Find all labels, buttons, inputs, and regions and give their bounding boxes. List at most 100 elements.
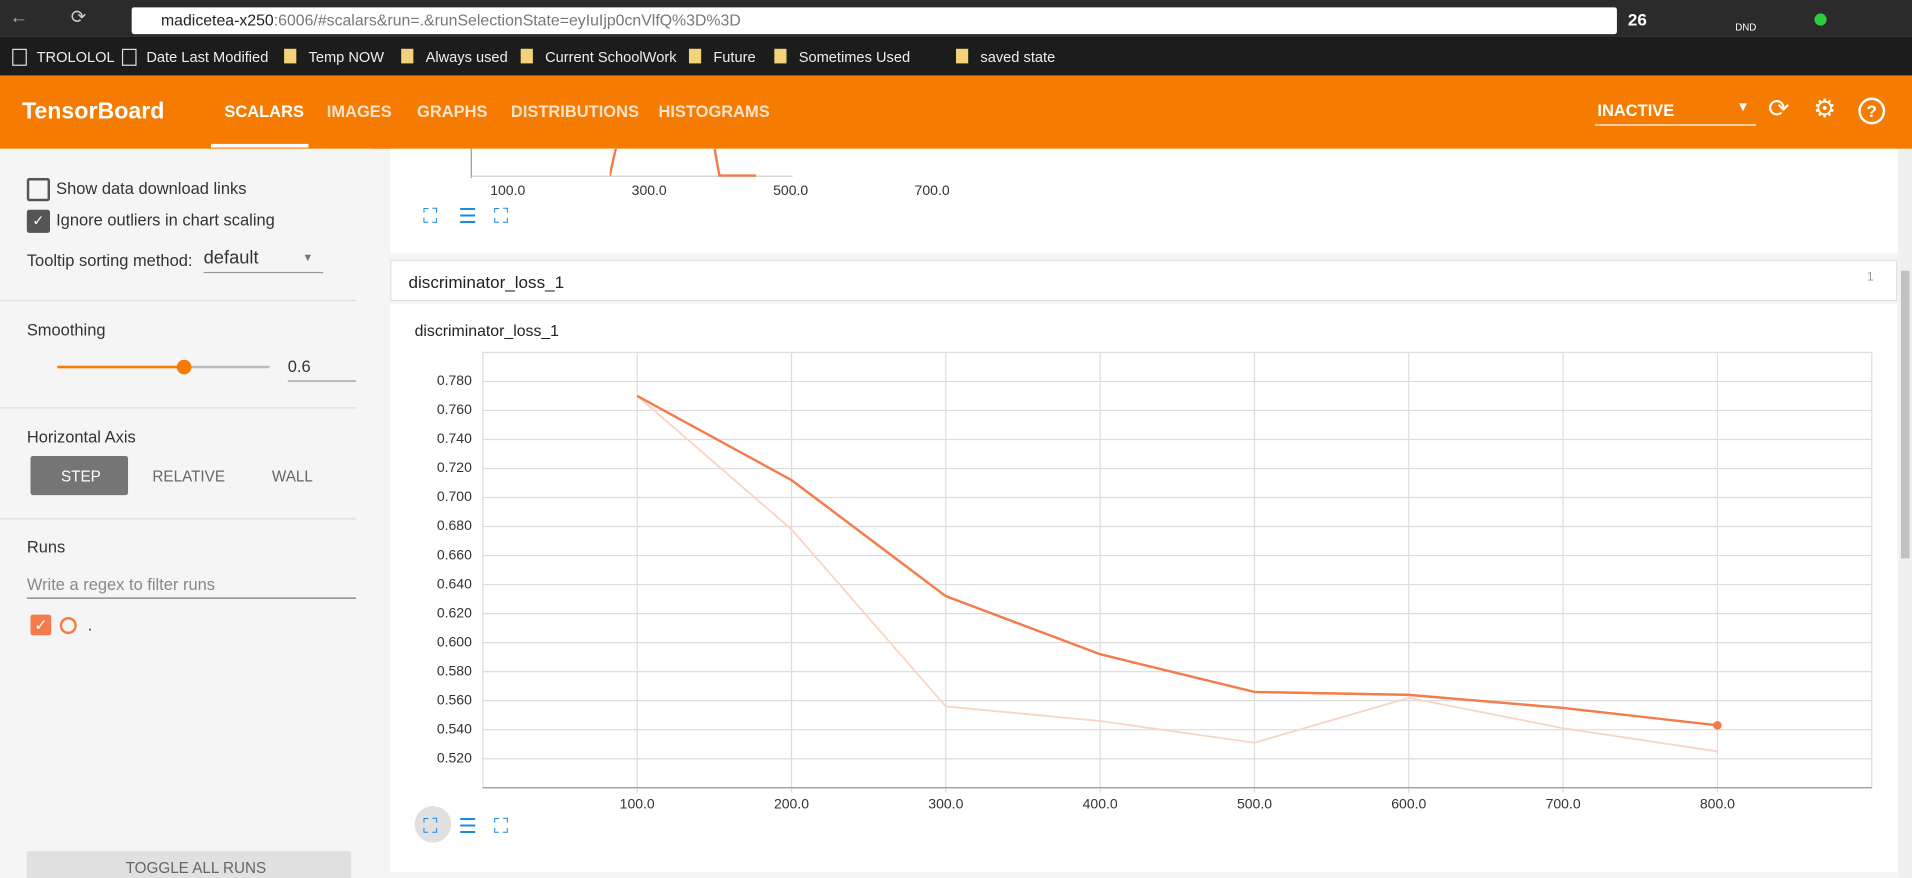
run-name: . — [87, 615, 93, 635]
url-rest: :6006/#scalars&run=.&runSelectionState=e… — [273, 10, 741, 30]
reload-button[interactable]: ⟳ — [1768, 95, 1790, 124]
settings-button[interactable]: ⚙ — [1813, 95, 1837, 124]
dropdown-arrow[interactable]: ▼ — [1736, 99, 1750, 115]
nav-tab[interactable]: IMAGES — [326, 102, 392, 121]
axis-option[interactable]: WALL — [271, 468, 313, 486]
fit-button[interactable]: ⛶ — [493, 204, 509, 229]
dropdown-arrow[interactable]: ▼ — [302, 251, 314, 264]
dropdown[interactable]: default — [203, 247, 259, 269]
separator — [0, 407, 357, 409]
tick-label: 500.0 — [773, 184, 809, 199]
x-tick-label: 100.0 — [620, 796, 655, 812]
tick-label: 300.0 — [631, 184, 667, 199]
bookmark-icon — [12, 48, 27, 66]
nav-tab[interactable]: DISTRIBUTIONS — [510, 102, 639, 121]
bookmark: Temp NOW — [308, 48, 385, 66]
bookmark: saved state — [980, 48, 1056, 66]
toggle-button[interactable] — [26, 851, 352, 878]
badge[interactable]: 26 — [1627, 9, 1647, 30]
group-title: discriminator_loss_1 — [408, 271, 565, 292]
browser-bar: ← ⟳ madicetea-x250:6006/#scalars&run=.&r… — [0, 0, 1912, 37]
line — [713, 148, 757, 177]
series-line — [636, 394, 1718, 727]
run-selector-line — [1594, 124, 1756, 126]
bookmark: Date Last Modified — [146, 48, 269, 66]
nav-tab[interactable]: SCALARS — [224, 102, 304, 121]
y-tick-label: 0.620 — [437, 604, 472, 620]
axis-option[interactable]: RELATIVE — [152, 468, 225, 486]
y-tick-label: 0.600 — [437, 633, 472, 649]
log-button[interactable]: ☰ — [458, 814, 478, 838]
url-host: madicetea-x250 — [160, 10, 274, 30]
checkbox[interactable] — [26, 178, 50, 202]
series-line — [636, 395, 1718, 753]
group-header[interactable]: discriminator_loss_1 1 — [390, 259, 1898, 302]
checkbox[interactable]: ✓ — [26, 209, 50, 233]
main-panel: 100.0 300.0 500.0 700.0 ⛶ ☰ ⛶ discriminator… — [390, 148, 1898, 878]
button-highlight — [414, 806, 452, 843]
option-label: Show data download links — [56, 179, 247, 198]
run-checkbox[interactable]: ✓ — [30, 614, 52, 636]
underline — [203, 271, 324, 274]
smoothing-value[interactable]: 0.6 — [287, 357, 311, 376]
expand-button[interactable]: ⛶ — [423, 204, 438, 229]
back[interactable]: ← — [9, 7, 29, 29]
y-tick-label: 0.580 — [437, 662, 472, 678]
bookmark-icon — [401, 48, 414, 64]
expand-button[interactable]: ⛶ — [423, 814, 438, 838]
bookmark-icon — [284, 48, 297, 64]
y-tick-label: 0.680 — [437, 517, 472, 533]
axis-option[interactable]: STEP — [60, 468, 101, 486]
y-tick-label: 0.740 — [437, 430, 472, 446]
x-tick-label: 500.0 — [1237, 796, 1272, 812]
underline — [26, 597, 357, 599]
nav-tab[interactable]: GRAPHS — [417, 102, 488, 121]
selected-option — [30, 456, 129, 496]
dnd[interactable]: DND — [1735, 21, 1757, 33]
bookmark-icon — [520, 48, 533, 64]
bookmark: Future — [713, 48, 756, 66]
slider-knob[interactable] — [177, 359, 192, 375]
last-point — [1713, 721, 1722, 730]
axis-line — [470, 175, 793, 177]
run-selector[interactable]: INACTIVE — [1597, 101, 1675, 120]
scroll-thumb[interactable] — [1901, 270, 1910, 559]
separator — [0, 518, 357, 520]
log-button[interactable]: ☰ — [458, 204, 478, 229]
chart-card: discriminator_loss_1 0.520 0.540 0.560 0.58… — [390, 303, 1898, 872]
option-label: Ignore outliers in chart scaling — [56, 210, 275, 230]
toggle-label[interactable]: TOGGLE ALL RUNS — [125, 859, 267, 877]
underline — [287, 380, 357, 382]
bookmark-icon — [774, 48, 787, 64]
run-radio[interactable] — [59, 617, 77, 635]
chart: discriminator_loss_1 0.520 0.540 0.560 0.58… — [415, 323, 1873, 812]
label: Tooltip sorting method: — [26, 251, 193, 270]
previous-line — [609, 148, 757, 177]
section-title: Smoothing — [26, 320, 106, 339]
filter-input[interactable]: Write a regex to filter runs — [26, 575, 215, 594]
y-tick-label: 0.780 — [437, 372, 472, 388]
nav-tab[interactable]: HISTOGRAMS — [658, 102, 770, 121]
tick-label: 700.0 — [914, 184, 950, 199]
bookmark: Current SchoolWork — [545, 48, 677, 66]
bookmark-icon — [121, 48, 137, 66]
reload[interactable]: ⟳ — [70, 7, 87, 29]
line — [609, 148, 617, 176]
help-button[interactable]: ? — [1858, 97, 1886, 125]
bookmark: Always used — [425, 48, 508, 66]
url-bar[interactable]: madicetea-x250:6006/#scalars&run=.&runSe… — [131, 7, 1617, 35]
fit-button[interactable]: ⛶ — [493, 814, 509, 838]
y-tick-label: 0.760 — [437, 401, 472, 417]
scrollbar[interactable] — [1898, 148, 1912, 878]
status-dot — [1814, 13, 1827, 26]
sidebar: Show data download links ✓ Ignore outlie… — [0, 148, 372, 878]
section-title: Runs — [26, 537, 66, 557]
x-tick-label: 800.0 — [1700, 796, 1735, 812]
y-tick-label: 0.540 — [437, 720, 472, 736]
y-tick-label: 0.520 — [437, 749, 472, 765]
y-tick-label: 0.700 — [437, 488, 472, 504]
section-title: Horizontal Axis — [26, 428, 136, 447]
bookmark-icon — [688, 48, 702, 64]
